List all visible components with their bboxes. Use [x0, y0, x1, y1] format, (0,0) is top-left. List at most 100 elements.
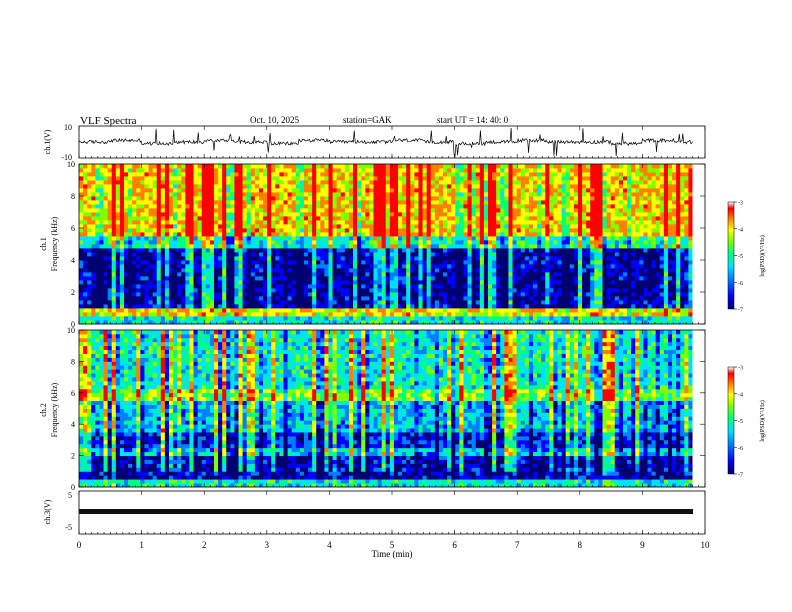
spectrogram-cell: [475, 276, 481, 281]
spectrogram-cell: [209, 220, 215, 225]
spectrogram-cell: [565, 208, 571, 213]
spectrogram-cell: [95, 252, 100, 257]
spectrogram-cell: [672, 316, 677, 321]
spectrogram-cell: [508, 248, 513, 253]
spectrogram-cell: [316, 268, 321, 273]
spectrogram-cell: [336, 280, 342, 285]
spectrogram-cell: [496, 204, 501, 209]
spectrogram-cell: [667, 228, 673, 233]
spectrogram-cell: [569, 196, 575, 201]
spectrogram-cell: [483, 196, 489, 201]
spectrogram-cell: [402, 256, 407, 261]
spectrogram-cell: [246, 296, 252, 301]
spectrogram-cell: [496, 268, 501, 273]
spectrogram-cell: [299, 316, 305, 321]
spectrogram-cell: [398, 248, 403, 253]
spectrogram-cell: [406, 264, 411, 269]
spectrogram-cell: [283, 200, 288, 205]
spectrogram-cell: [218, 268, 223, 273]
spectrogram-cell: [520, 192, 526, 197]
spectrogram-cell: [140, 296, 145, 301]
spectrogram-cell: [209, 252, 215, 257]
spectrogram-cell: [152, 248, 158, 253]
spectrogram-cell: [369, 224, 374, 229]
spectrogram-cell: [291, 236, 297, 241]
spectrogram-cell: [422, 312, 428, 317]
spectrogram-cell: [193, 200, 199, 205]
spectrogram-cell: [606, 300, 612, 305]
spectrogram-cell: [606, 224, 612, 229]
spectrogram-cell: [222, 248, 227, 253]
spectrogram-cell: [119, 240, 125, 245]
spectrogram-cell: [557, 284, 562, 289]
spectrogram-cell: [643, 228, 648, 233]
spectrogram-cell: [496, 308, 501, 313]
spectrogram-cell: [189, 316, 194, 321]
spectrogram-cell: [598, 220, 603, 225]
spectrogram-cell: [381, 232, 387, 237]
spectrogram-cell: [271, 300, 276, 305]
spectrogram-cell: [455, 200, 460, 205]
spectrogram-cell: [459, 216, 464, 221]
spectrogram-cell: [430, 232, 436, 237]
spectrogram-cell: [569, 256, 575, 261]
spectrogram-cell: [434, 240, 440, 245]
spectrogram-cell: [434, 320, 440, 325]
spectrogram-cell: [606, 316, 612, 321]
spectrogram-cell: [320, 236, 325, 241]
spectrogram-cell: [655, 308, 661, 313]
spectrogram-cell: [132, 260, 137, 265]
spectrogram-cell: [602, 212, 607, 217]
spectrogram-cell: [586, 296, 591, 301]
spectrogram-cell: [336, 276, 342, 281]
spectrogram-cell: [541, 308, 546, 313]
spectrogram-cell: [83, 300, 88, 305]
spectrogram-cell: [414, 212, 419, 217]
spectrogram-cell: [230, 288, 235, 293]
spectrogram-cell: [516, 260, 522, 265]
spectrogram-cell: [475, 288, 481, 293]
spectrogram-cell: [308, 232, 313, 237]
spectrogram-cell: [357, 316, 362, 321]
spectrogram-cell: [79, 308, 84, 313]
spectrogram-cell: [242, 236, 248, 241]
spectrogram-cell: [303, 268, 309, 273]
spectrogram-cell: [451, 256, 456, 261]
spectrogram-cell: [373, 244, 378, 249]
spectrogram-cell: [455, 268, 460, 273]
spectrogram-cell: [226, 252, 231, 257]
spectrogram-cell: [471, 224, 477, 229]
spectrogram-cell: [320, 220, 325, 225]
spectrogram-cell: [291, 256, 297, 261]
spectrogram-cell: [651, 252, 657, 257]
spectrogram-cell: [222, 208, 227, 213]
spectrogram-cell: [107, 236, 113, 241]
spectrogram-cell: [332, 288, 338, 293]
spectrogram-cell: [316, 204, 321, 209]
spectrogram-cell: [516, 288, 522, 293]
spectrogram-cell: [557, 248, 562, 253]
spectrogram-cell: [303, 236, 309, 241]
spectrogram-cell: [328, 296, 333, 301]
spectrogram-cell: [353, 248, 358, 253]
spectrogram-cell: [299, 224, 305, 229]
spectrogram-cell: [496, 316, 501, 321]
spectrogram-cell: [684, 200, 689, 205]
spectrogram-cell: [103, 300, 109, 305]
spectrogram-cell: [569, 292, 575, 297]
spectrogram-cell: [181, 280, 186, 285]
spectrogram-cell: [79, 296, 84, 301]
spectrogram-cell: [168, 260, 174, 265]
spectrogram-cell: [414, 256, 419, 261]
spectrogram-cell: [103, 192, 109, 197]
spectrogram-cell: [627, 260, 632, 265]
spectrogram-cell: [234, 220, 239, 225]
spectrogram-cell: [344, 224, 350, 229]
spectrogram-cell: [622, 296, 628, 301]
spectrogram-cell: [213, 232, 219, 237]
spectrogram-cell: [479, 220, 485, 225]
spectrogram-cell: [263, 312, 268, 317]
spectrogram-cell: [201, 200, 207, 205]
spectrogram-cell: [193, 316, 199, 321]
spectrogram-cell: [181, 224, 186, 229]
